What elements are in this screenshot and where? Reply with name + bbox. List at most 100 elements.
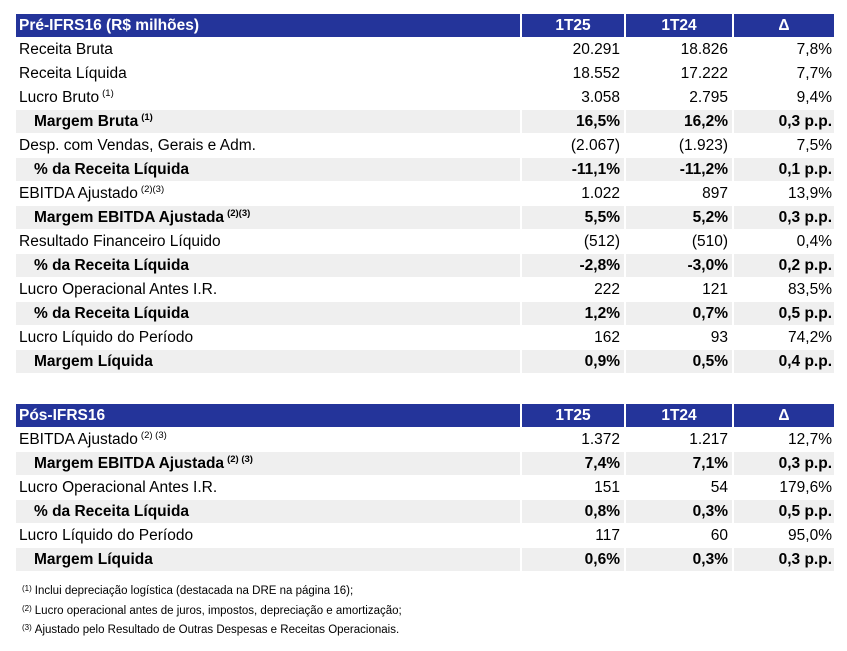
row-label-cell: Margem EBITDA Ajustada (2)(3) (16, 206, 520, 229)
value-1t25: 16,5% (522, 110, 624, 133)
footnote-mark: (2) (22, 603, 32, 613)
value-1t25: 1.372 (581, 431, 620, 448)
row-label: Lucro Bruto (19, 89, 100, 106)
row-label: Margem Líquida (34, 353, 153, 370)
table-row: Margem Líquida 0,9% 0,5% 0,4 p.p. (16, 350, 834, 374)
table-row: Lucro Líquido do Período 162 93 74,2% (16, 326, 834, 350)
value-1t25: (2.067) (570, 137, 620, 154)
value-1t25: 1.022 (581, 185, 620, 202)
table-row: EBITDA Ajustado (2) (3) 1.372 1.217 12,7% (16, 428, 834, 452)
value-delta: 0,2 p.p. (734, 254, 834, 277)
table-row: Receita Bruta 20.291 18.826 7,8% (16, 38, 834, 62)
table-row: EBITDA Ajustado (2)(3) 1.022 897 13,9% (16, 182, 834, 206)
value-delta: 0,3 p.p. (734, 452, 834, 475)
value-1t24: (510) (691, 233, 728, 250)
header-title: Pré-IFRS16 (R$ milhões) (16, 14, 520, 37)
row-label-cell: Lucro Operacional Antes I.R. (16, 278, 520, 301)
row-label-cell: Margem Líquida (16, 548, 520, 571)
value-1t25: 0,9% (522, 350, 624, 373)
value-delta: 7,8% (796, 41, 832, 58)
value-1t25: (512) (583, 233, 620, 250)
row-label-cell: Resultado Financeiro Líquido (16, 230, 520, 253)
row-label: EBITDA Ajustado (19, 185, 138, 202)
value-1t25: 5,5% (522, 206, 624, 229)
value-delta: 74,2% (788, 329, 832, 346)
header-title: Pós-IFRS16 (16, 404, 520, 427)
value-1t25: 20.291 (572, 41, 620, 58)
value-1t25: 222 (594, 281, 620, 298)
value-1t24: 60 (710, 527, 728, 544)
value-1t24: 0,7% (626, 302, 732, 325)
row-label: % da Receita Líquida (34, 503, 190, 520)
value-1t24: 897 (702, 185, 728, 202)
value-delta: 12,7% (788, 431, 832, 448)
value-delta: 0,5 p.p. (734, 500, 834, 523)
value-delta: 13,9% (788, 185, 832, 202)
row-label: % da Receita Líquida (34, 305, 190, 322)
value-delta: 0,3 p.p. (734, 548, 834, 571)
value-1t24: 5,2% (626, 206, 732, 229)
row-label: Receita Bruta (19, 41, 113, 58)
header-col-delta: Δ (734, 14, 834, 37)
footnotes: (1) Inclui depreciação logística (destaca… (22, 582, 402, 641)
table-row: % da Receita Líquida -2,8% -3,0% 0,2 p.p. (16, 254, 834, 278)
footnote: (1) Inclui depreciação logística (destaca… (22, 582, 402, 602)
value-1t24: 18.826 (680, 41, 728, 58)
row-label: Desp. com Vendas, Gerais e Adm. (19, 137, 256, 154)
value-1t25: 162 (594, 329, 620, 346)
value-delta: 83,5% (788, 281, 832, 298)
row-label-cell: Receita Líquida (16, 62, 520, 85)
footnote-ref: (2) (3) (140, 430, 167, 441)
value-1t24: 0,3% (626, 500, 732, 523)
row-label-cell: Margem Líquida (16, 350, 520, 373)
value-1t24: 0,3% (626, 548, 732, 571)
footnote-text: Lucro operacional antes de juros, impost… (34, 604, 402, 617)
row-label: Margem EBITDA Ajustada (34, 455, 225, 472)
value-delta: 179,6% (779, 479, 832, 496)
row-label-cell: Margem Bruta (1) (16, 110, 520, 133)
row-label-cell: EBITDA Ajustado (2) (3) (16, 428, 520, 451)
row-label-cell: Desp. com Vendas, Gerais e Adm. (16, 134, 520, 157)
row-label: Margem EBITDA Ajustada (34, 209, 225, 226)
table-header: Pós-IFRS16 1T25 1T24 Δ (16, 404, 834, 428)
footnote-ref: (2) (3) (227, 454, 253, 465)
table-header: Pré-IFRS16 (R$ milhões) 1T25 1T24 Δ (16, 14, 834, 38)
value-1t25: -11,1% (522, 158, 624, 181)
value-1t24: 16,2% (626, 110, 732, 133)
row-label-cell: % da Receita Líquida (16, 500, 520, 523)
footnote-mark: (1) (22, 584, 32, 593)
value-delta: 0,3 p.p. (734, 206, 834, 229)
value-delta: 7,5% (796, 137, 832, 154)
table-row: % da Receita Líquida -11,1% -11,2% 0,1 p.p. (16, 158, 834, 182)
table-row: Margem Líquida 0,6% 0,3% 0,3 p.p. (16, 548, 834, 572)
footnote-ref: (1) (141, 112, 153, 123)
value-1t24: 1.217 (689, 431, 728, 448)
header-col-1t25: 1T25 (522, 14, 624, 37)
value-delta: 0,4 p.p. (734, 350, 834, 373)
value-1t25: 0,6% (522, 548, 624, 571)
value-1t25: 3.058 (581, 89, 620, 106)
row-label: Lucro Operacional Antes I.R. (19, 281, 218, 298)
footnote-ref: (2)(3) (227, 208, 251, 219)
row-label-cell: Lucro Bruto (1) (16, 86, 520, 109)
footnote-ref: (2)(3) (140, 184, 165, 195)
value-1t25: 1,2% (522, 302, 624, 325)
value-1t24: 2.795 (689, 89, 728, 106)
table-row: Margem EBITDA Ajustada (2) (3) 7,4% 7,1% 0,3… (16, 452, 834, 476)
value-delta: 9,4% (796, 89, 832, 106)
value-delta: 0,5 p.p. (734, 302, 834, 325)
row-label-cell: % da Receita Líquida (16, 158, 520, 181)
value-1t24: 121 (702, 281, 728, 298)
row-label: Receita Líquida (19, 65, 127, 82)
footnote-text: Ajustado pelo Resultado de Outras Despes… (34, 624, 400, 636)
table-row: Margem EBITDA Ajustada (2)(3) 5,5% 5,2% 0,3 … (16, 206, 834, 230)
row-label-cell: Receita Bruta (16, 38, 520, 61)
header-col-1t24: 1T24 (626, 14, 732, 37)
value-1t24: 17.222 (680, 65, 728, 82)
footnote-mark: (3) (22, 623, 32, 632)
header-col-1t25: 1T25 (522, 404, 624, 427)
row-label: Lucro Líquido do Período (19, 329, 194, 346)
value-delta: 0,3 p.p. (734, 110, 834, 133)
row-label: Lucro Líquido do Período (19, 527, 194, 544)
pre-ifrs16-table: Pré-IFRS16 (R$ milhões) 1T25 1T24 Δ Rece… (16, 14, 834, 374)
